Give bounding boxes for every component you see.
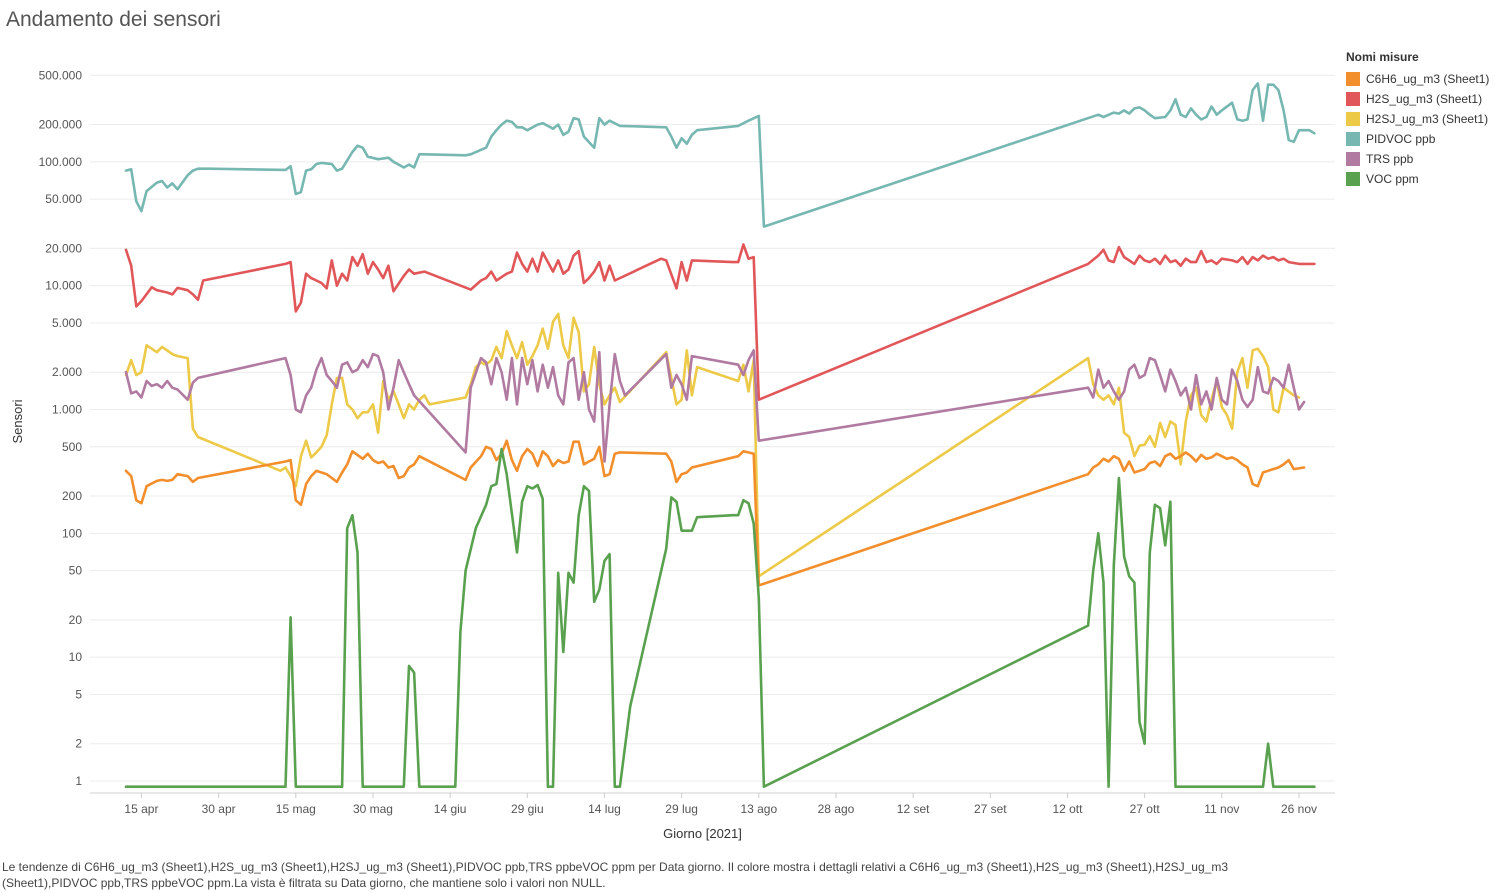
legend-swatch [1346, 112, 1360, 126]
x-tick-label: 14 giu [434, 802, 467, 816]
y-tick-label: 1 [75, 774, 82, 788]
series-line-h2sj-ug-m3-sheet1 [124, 312, 1301, 578]
chart-caption: Le tendenze di C6H6_ug_m3 (Sheet1),H2S_u… [2, 860, 1228, 890]
legend-swatch [1346, 132, 1360, 146]
y-tick-label: 50.000 [45, 192, 82, 206]
legend-label: H2SJ_ug_m3 (Sheet1) [1366, 112, 1489, 126]
y-tick-label: 20.000 [45, 241, 82, 255]
x-tick-label: 12 ott [1052, 802, 1083, 816]
series-line-voc-ppm [124, 447, 1316, 789]
y-tick-label: 5.000 [52, 316, 82, 330]
legend-item[interactable]: PIDVOC ppb [1346, 129, 1489, 149]
x-tick-label: 26 nov [1281, 802, 1317, 816]
series-line-trs-ppb [124, 349, 1306, 463]
legend-item[interactable]: H2SJ_ug_m3 (Sheet1) [1346, 109, 1489, 129]
legend-label: VOC ppm [1366, 172, 1419, 186]
y-tick-label: 500 [62, 440, 82, 454]
series-layer [124, 82, 1316, 789]
axis-layer: 1 2 5 10 20 50 100 200 500 1.000 2.000 5.000 10.000 2… [10, 68, 1335, 841]
legend-swatch [1346, 172, 1360, 186]
y-tick-label: 1.000 [52, 402, 82, 416]
legend-label: H2S_ug_m3 (Sheet1) [1366, 92, 1483, 106]
y-tick-label: 2 [75, 737, 82, 751]
x-tick-label: 11 nov [1204, 802, 1239, 816]
y-tick-label: 100.000 [39, 155, 83, 169]
legend-label: PIDVOC ppb [1366, 132, 1436, 146]
legend-item[interactable]: TRS ppb [1346, 149, 1489, 169]
x-tick-label: 12 set [897, 802, 930, 816]
y-tick-label: 200.000 [39, 118, 83, 132]
x-axis-title: Giorno [2021] [663, 826, 742, 841]
series-line-pidvoc-ppb [124, 82, 1316, 228]
x-tick-label: 29 giu [511, 802, 544, 816]
series-line-h2s-ug-m3-sheet1 [124, 243, 1316, 402]
x-tick-label: 15 mag [276, 802, 316, 816]
legend-label: TRS ppb [1366, 152, 1414, 166]
legend-swatch [1346, 72, 1360, 86]
x-tick-label: 30 mag [353, 802, 393, 816]
y-tick-label: 10.000 [45, 279, 82, 293]
legend-items: C6H6_ug_m3 (Sheet1) H2S_ug_m3 (Sheet1) H2S… [1346, 69, 1489, 189]
y-tick-label: 200 [62, 489, 82, 503]
y-tick-label: 2.000 [52, 365, 82, 379]
x-tick-label: 27 ott [1130, 802, 1161, 816]
y-tick-label: 500.000 [39, 68, 83, 82]
x-tick-label: 28 ago [818, 802, 855, 816]
x-tick-label: 27 set [974, 802, 1007, 816]
x-tick-label: 15 apr [124, 802, 158, 816]
y-tick-label: 10 [69, 650, 83, 664]
legend-label: C6H6_ug_m3 (Sheet1) [1366, 72, 1490, 86]
x-tick-label: 30 apr [202, 802, 236, 816]
y-tick-label: 100 [62, 526, 82, 540]
legend-title: Nomi misure [1346, 50, 1419, 64]
y-tick-label: 50 [69, 564, 83, 578]
legend-item[interactable]: C6H6_ug_m3 (Sheet1) [1346, 69, 1489, 89]
legend-item[interactable]: VOC ppm [1346, 169, 1489, 189]
legend-swatch [1346, 152, 1360, 166]
y-axis-title: Sensori [10, 399, 25, 443]
y-tick-label: 5 [75, 687, 82, 701]
chart-title: Andamento dei sensori [6, 8, 221, 31]
x-tick-label: 14 lug [588, 802, 621, 816]
legend-item[interactable]: H2S_ug_m3 (Sheet1) [1346, 89, 1489, 109]
legend: Nomi misure C6H6_ug_m3 (Sheet1) H2S_ug_m3… [1346, 50, 1489, 189]
x-tick-label: 13 ago [740, 802, 777, 816]
y-tick-label: 20 [69, 613, 83, 627]
x-tick-label: 29 lug [665, 802, 698, 816]
legend-swatch [1346, 92, 1360, 106]
grid-layer [90, 74, 1335, 782]
series-line-c6h6-ug-m3-sheet1 [124, 439, 1306, 587]
